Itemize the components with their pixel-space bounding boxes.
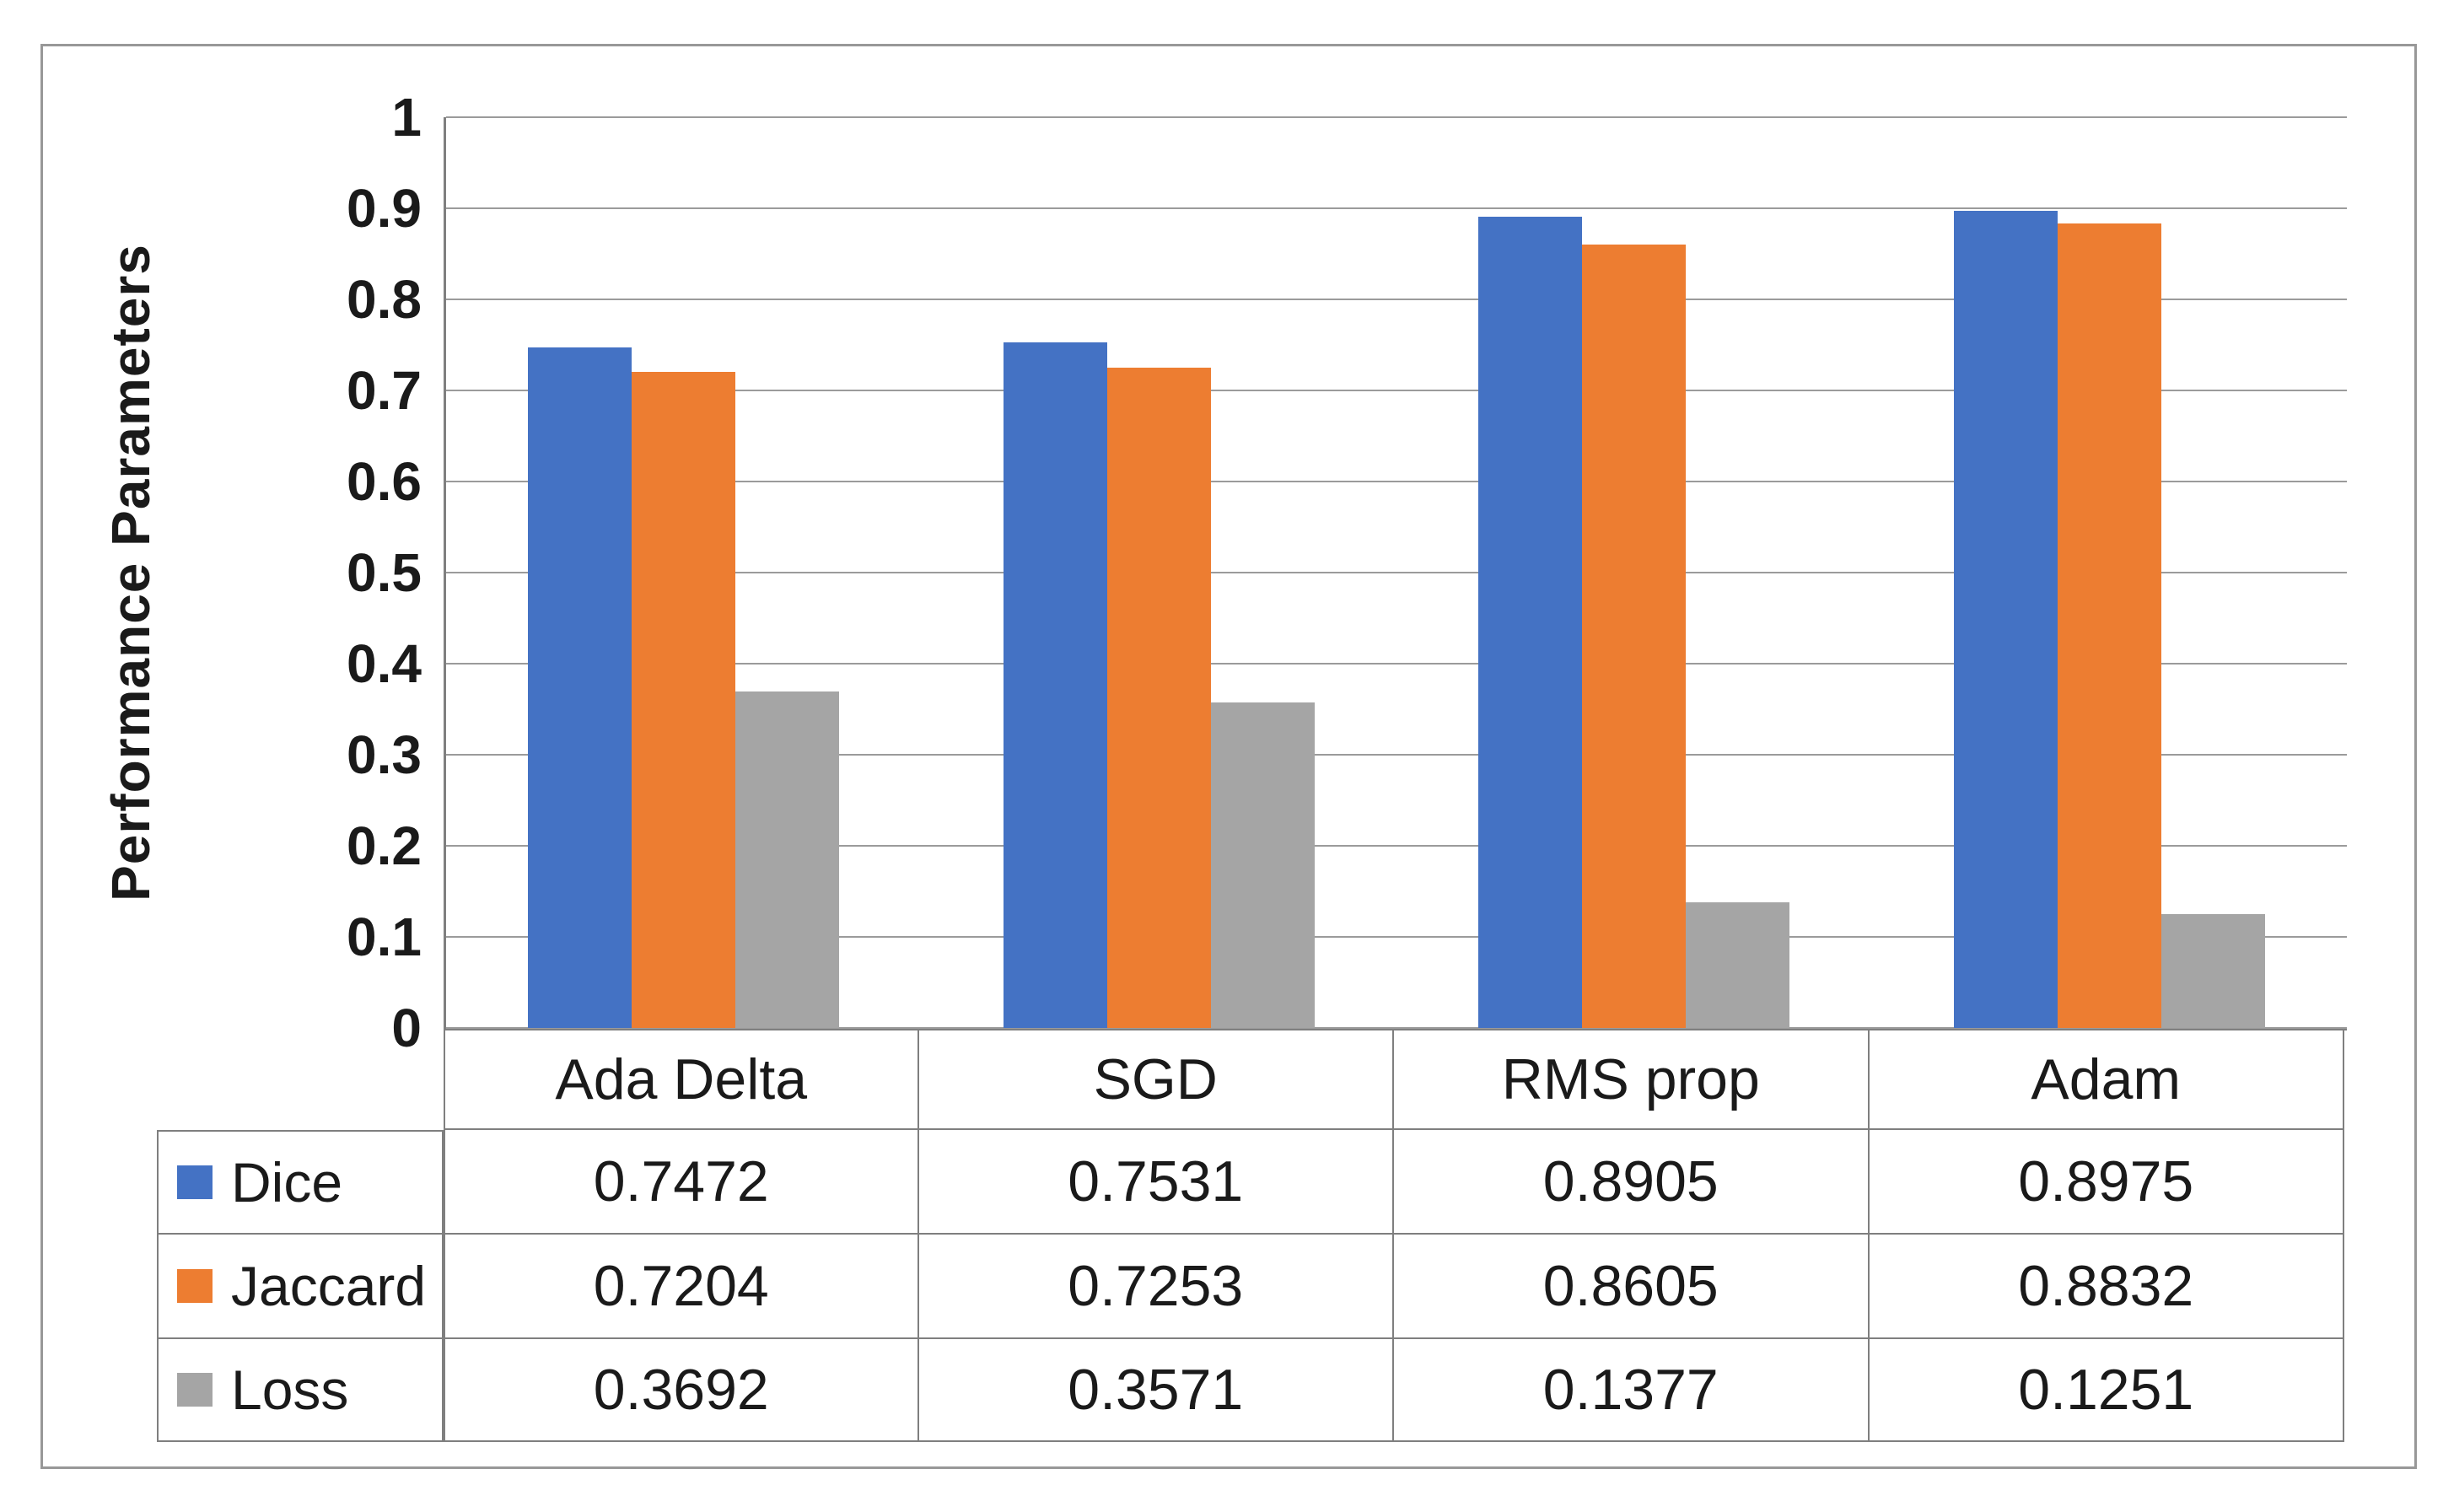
dice-legend-swatch [177, 1165, 213, 1199]
data-table: Ada Delta SGD RMS prop Adam Dice 0.7472 … [157, 1030, 2344, 1442]
jaccard-legend-swatch [177, 1269, 213, 1303]
bar-loss-adam [2160, 913, 2265, 1028]
y-axis-tick-label: 0.9 [347, 178, 422, 239]
jaccard-legend-label: Jaccard [231, 1255, 427, 1317]
bar-jaccard-ada-delta [632, 371, 736, 1028]
gridline [446, 572, 2347, 573]
bar-dice-sgd [1003, 342, 1107, 1028]
bar-loss-ada-delta [735, 691, 840, 1028]
gridline [446, 936, 2347, 938]
bar-dice-rms-prop [1478, 217, 1583, 1028]
bar-loss-rms-prop [1686, 902, 1790, 1028]
bar-jaccard-rms-prop [1582, 244, 1687, 1028]
bar-jaccard-sgd [1106, 367, 1211, 1028]
gridline [446, 1027, 2347, 1029]
table-cell-dice-adam: 0.8975 [1869, 1130, 2344, 1235]
table-cell-dice-ada-delta: 0.7472 [444, 1130, 919, 1235]
loss-legend-swatch [177, 1373, 213, 1407]
y-axis-tick-label: 0.6 [347, 451, 422, 512]
gridline [446, 754, 2347, 756]
bar-dice-ada-delta [528, 347, 632, 1028]
dice-legend-label: Dice [231, 1151, 343, 1213]
y-axis-tick-labels: 1 0.9 0.8 0.7 0.6 0.5 0.4 0.3 0.2 0.1 0 [275, 90, 422, 1055]
y-axis-tick-label: 0 [391, 998, 422, 1058]
table-cell-dice-rms-prop: 0.8905 [1394, 1130, 1870, 1235]
table-cell-jaccard-adam: 0.8832 [1869, 1235, 2344, 1339]
gridline [446, 390, 2347, 391]
y-axis-title: Performance Parameters [100, 244, 161, 901]
legend-row-jaccard: Jaccard [157, 1235, 444, 1339]
table-cell-jaccard-ada-delta: 0.7204 [444, 1235, 919, 1339]
table-cell-loss-rms-prop: 0.1377 [1394, 1339, 1870, 1442]
gridline [446, 481, 2347, 482]
table-cell-loss-adam: 0.1251 [1869, 1339, 2344, 1442]
legend-row-loss: Loss [157, 1339, 444, 1442]
plot-area [444, 116, 2347, 1030]
y-axis-tick-label: 0.2 [347, 815, 422, 876]
category-header-adam: Adam [1869, 1030, 2344, 1130]
bar-dice-adam [1953, 210, 2058, 1028]
table-cell-jaccard-sgd: 0.7253 [918, 1235, 1394, 1339]
gridline [446, 299, 2347, 300]
y-axis-tick-label: 0.8 [347, 269, 422, 330]
y-axis-tick-label: 1 [391, 87, 422, 148]
bar-jaccard-adam [2057, 223, 2161, 1028]
y-axis-tick-label: 0.7 [347, 360, 422, 421]
gridline [446, 663, 2347, 665]
table-corner-spacer [157, 1030, 444, 1130]
figure-border [40, 44, 2417, 1469]
loss-legend-label: Loss [231, 1359, 349, 1421]
y-axis-tick-label: 0.1 [347, 907, 422, 967]
legend-row-dice: Dice [157, 1130, 444, 1235]
category-header-rms-prop: RMS prop [1394, 1030, 1870, 1130]
category-header-ada-delta: Ada Delta [444, 1030, 919, 1130]
category-header-sgd: SGD [918, 1030, 1394, 1130]
table-cell-loss-sgd: 0.3571 [918, 1339, 1394, 1442]
gridline [446, 207, 2347, 209]
bar-loss-sgd [1210, 702, 1315, 1028]
y-axis-tick-label: 0.4 [347, 633, 422, 694]
y-axis-tick-label: 0.3 [347, 724, 422, 785]
y-axis-tick-label: 0.5 [347, 542, 422, 603]
gridline [446, 116, 2347, 118]
table-cell-loss-ada-delta: 0.3692 [444, 1339, 919, 1442]
table-cell-dice-sgd: 0.7531 [918, 1130, 1394, 1235]
table-cell-jaccard-rms-prop: 0.8605 [1394, 1235, 1870, 1339]
gridline [446, 845, 2347, 847]
